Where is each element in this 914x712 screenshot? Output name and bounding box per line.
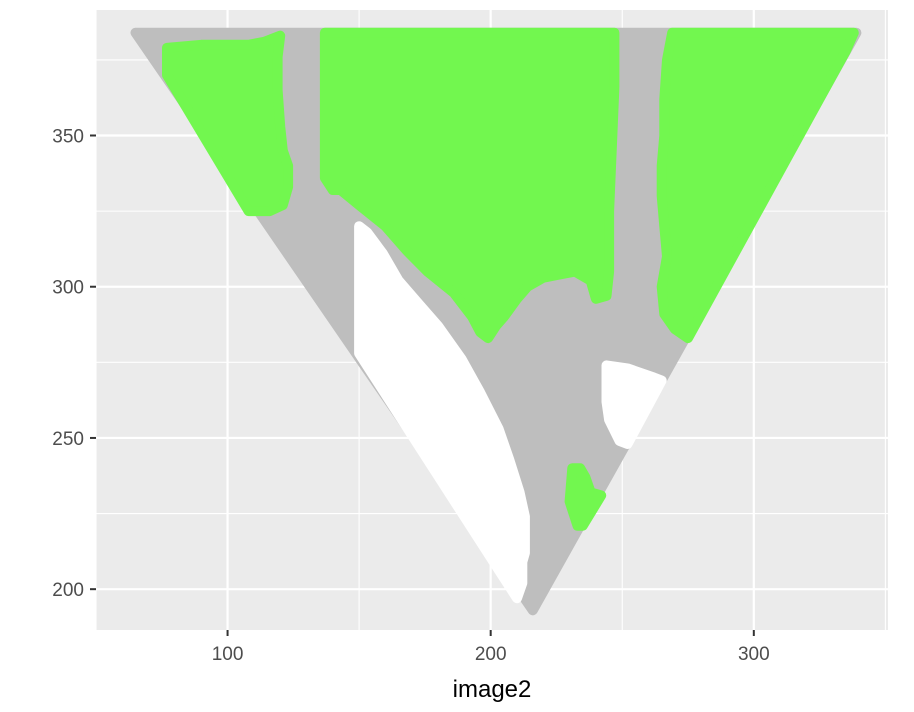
green-region	[162, 30, 294, 217]
x-tick-label: 200	[475, 644, 507, 665]
y-tick-label: 200	[52, 580, 84, 601]
y-tick-label: 350	[52, 127, 84, 148]
image-regions	[130, 27, 862, 616]
white-region	[601, 360, 667, 449]
green-region	[564, 463, 607, 531]
green-region	[319, 27, 620, 344]
y-axis: 200 250 300 350	[52, 127, 96, 601]
white-region	[354, 221, 530, 604]
x-tick-label: 300	[738, 644, 770, 665]
y-tick-label: 300	[52, 278, 84, 299]
green-region	[656, 27, 859, 344]
y-tick-label: 250	[52, 429, 84, 450]
x-axis-title: image2	[453, 676, 532, 703]
x-tick-label: 100	[212, 644, 244, 665]
x-axis: 100 200 300	[212, 630, 770, 665]
